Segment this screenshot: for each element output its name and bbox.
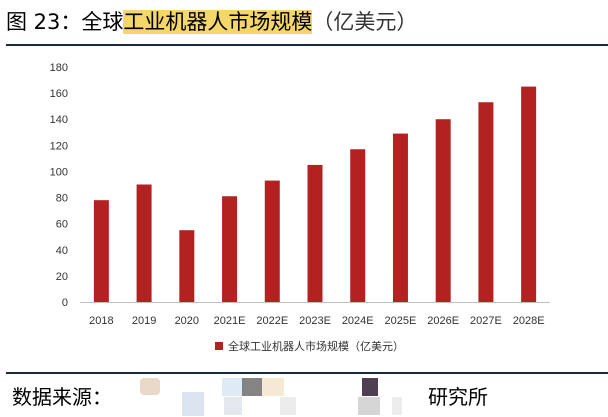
bar <box>392 133 408 302</box>
figure-title: 图 23：全球工业机器人市场规模（亿美元） <box>6 6 417 38</box>
source-label: 数据来源： <box>12 385 112 409</box>
bar <box>179 230 195 302</box>
bar <box>521 86 537 302</box>
y-tick-label: 100 <box>50 166 68 178</box>
x-tick-label: 2018 <box>89 315 113 327</box>
x-tick-label: 2028E <box>513 315 545 327</box>
bar <box>136 184 152 302</box>
x-tick-label: 2022E <box>256 315 288 327</box>
y-tick-label: 80 <box>56 193 68 205</box>
source-suffix: 研究所 <box>428 385 488 409</box>
x-tick-label: 2019 <box>132 315 156 327</box>
bar <box>222 196 238 302</box>
y-tick-label: 20 <box>56 271 68 283</box>
figure-title-highlight: 工业机器人市场规模 <box>123 10 313 34</box>
title-divider <box>6 44 608 46</box>
y-tick-label: 60 <box>56 219 68 231</box>
bar <box>350 149 366 302</box>
bar-chart: 0 20 40 60 80 100 120 140 160 180 2018 2019 2020 2021… <box>50 62 550 353</box>
figure-title-plain: 全球 <box>81 10 124 34</box>
x-tick-label: 2024E <box>342 315 374 327</box>
x-tick-label: 2020 <box>175 315 199 327</box>
bar <box>307 164 323 302</box>
x-tick-label: 2023E <box>299 315 331 327</box>
x-tick-label: 2027E <box>470 315 502 327</box>
redacted-source-name <box>130 378 426 417</box>
legend-label: 全球工业机器人市场规模（亿美元） <box>228 339 404 353</box>
bar <box>478 102 494 302</box>
bar <box>264 180 280 302</box>
source-divider <box>6 372 608 374</box>
figure-title-unit: （亿美元） <box>312 10 418 34</box>
x-tick-label: 2021E <box>214 315 246 327</box>
x-tick-label: 2025E <box>385 315 417 327</box>
y-tick-label: 140 <box>50 114 68 126</box>
y-tick-label: 120 <box>50 140 68 152</box>
y-tick-label: 160 <box>50 88 68 100</box>
bar <box>93 200 109 302</box>
y-tick-label: 0 <box>62 297 68 309</box>
y-tick-label: 40 <box>56 245 68 257</box>
figure-label: 图 23： <box>6 10 82 34</box>
y-tick-label: 180 <box>50 62 68 74</box>
x-tick-label: 2026E <box>427 315 459 327</box>
legend-swatch <box>215 342 223 350</box>
bar <box>435 119 451 302</box>
